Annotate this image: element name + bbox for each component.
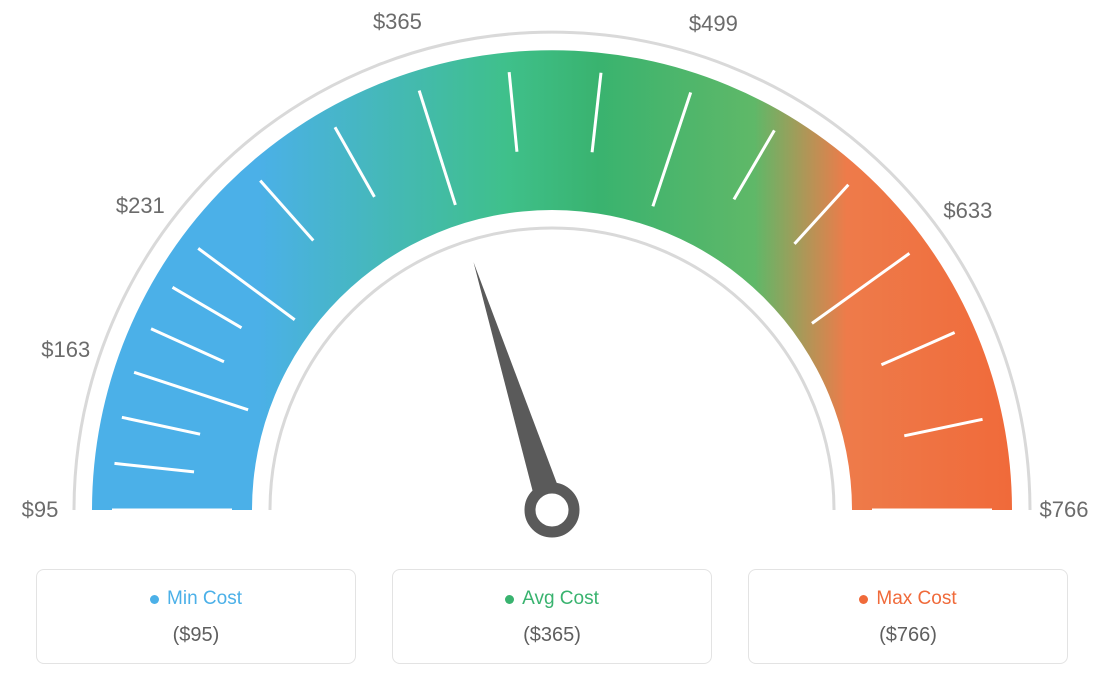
legend-value-min: ($95) <box>57 624 335 647</box>
needle <box>474 262 566 514</box>
tick-label: $365 <box>373 9 422 35</box>
legend-label-max: Max Cost <box>859 588 956 610</box>
legend-label-min: Min Cost <box>150 588 242 610</box>
tick-label: $766 <box>1040 497 1089 523</box>
needle-hub <box>530 488 574 532</box>
tick-label: $499 <box>689 11 738 37</box>
tick-label: $231 <box>116 193 165 219</box>
tick-label: $95 <box>22 497 59 523</box>
legend-label-avg: Avg Cost <box>505 588 599 610</box>
gauge-svg <box>0 0 1104 560</box>
legend-row: Min Cost ($95) Avg Cost ($365) Max Cost … <box>0 569 1104 664</box>
legend-card-avg: Avg Cost ($365) <box>392 569 712 664</box>
cost-gauge: $95 $163 $231 $365 $499 $633 $766 <box>0 0 1104 560</box>
tick-label: $633 <box>943 198 992 224</box>
legend-value-max: ($766) <box>769 624 1047 647</box>
legend-card-min: Min Cost ($95) <box>36 569 356 664</box>
tick-label: $163 <box>41 337 90 363</box>
legend-card-max: Max Cost ($766) <box>748 569 1068 664</box>
legend-value-avg: ($365) <box>413 624 691 647</box>
